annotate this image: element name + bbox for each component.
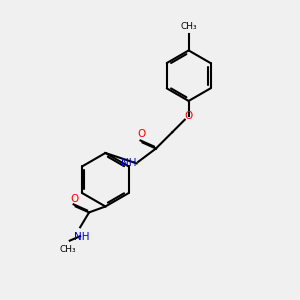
Text: O: O <box>184 111 193 121</box>
Text: CH₃: CH₃ <box>60 245 76 254</box>
Text: O: O <box>137 129 145 139</box>
Text: NH: NH <box>121 158 136 168</box>
Text: NH: NH <box>74 232 89 242</box>
Text: O: O <box>70 194 78 203</box>
Text: CH₃: CH₃ <box>180 22 197 31</box>
